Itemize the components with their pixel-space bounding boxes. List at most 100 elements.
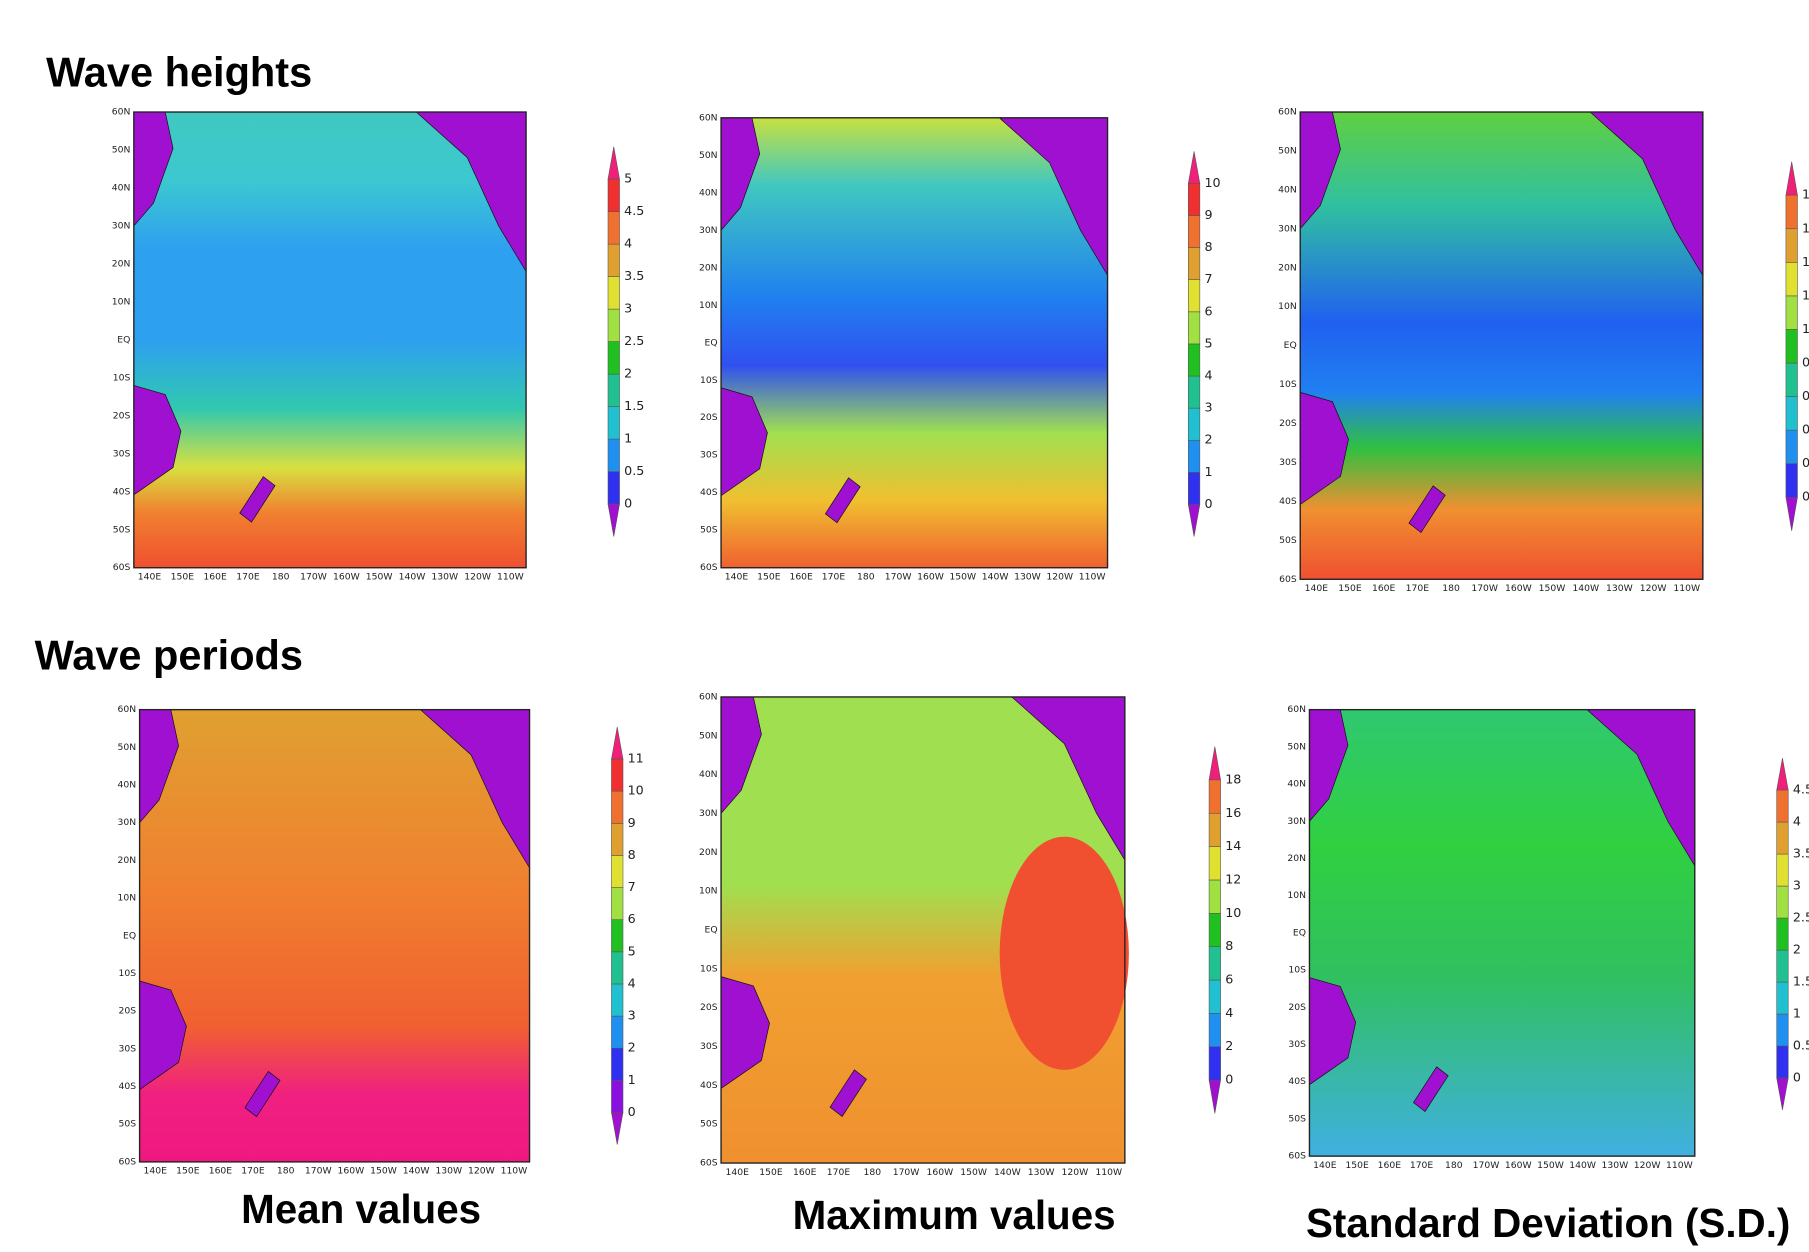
lon-label: 140E bbox=[138, 571, 162, 582]
lat-label: 10N bbox=[112, 296, 131, 307]
colorbar-swatch bbox=[608, 342, 620, 374]
colorbar-label: 4.5 bbox=[624, 203, 644, 218]
lon-label: 110W bbox=[1095, 1167, 1122, 1178]
lat-label: 40N bbox=[699, 769, 718, 780]
colorbar-swatch bbox=[611, 759, 623, 791]
lat-label: 50S bbox=[119, 1119, 137, 1130]
lat-label: 20S bbox=[119, 1006, 137, 1017]
lon-label: 170E bbox=[236, 571, 260, 582]
colorbar-label: 1 bbox=[1802, 321, 1809, 336]
lat-label: 50S bbox=[113, 524, 131, 535]
colorbar-swatch bbox=[1786, 430, 1798, 464]
colorbar-swatch bbox=[608, 472, 620, 504]
lon-label: 170E bbox=[241, 1166, 265, 1177]
colorbar-label: 2 bbox=[624, 366, 632, 381]
lat-label: EQ bbox=[1284, 340, 1297, 351]
colorbar-end bbox=[608, 147, 620, 179]
colorbar-swatch bbox=[1188, 376, 1200, 408]
colorbar-label: 0 bbox=[1802, 388, 1809, 403]
row-title: Wave heights bbox=[46, 49, 312, 96]
colorbar-label: 1 bbox=[628, 1072, 636, 1087]
lon-label: 120W bbox=[1062, 1167, 1089, 1178]
lat-label: EQ bbox=[117, 334, 130, 345]
colorbar-swatch bbox=[1786, 363, 1798, 397]
colorbar-swatch bbox=[1188, 344, 1200, 376]
lon-label: 170E bbox=[1406, 583, 1430, 594]
colorbar-swatch bbox=[1786, 262, 1798, 296]
colorbar-label: 1 bbox=[1802, 220, 1809, 235]
lat-label: 50S bbox=[1279, 535, 1297, 546]
colorbar-label: 3 bbox=[1204, 400, 1212, 415]
colorbar-swatch bbox=[611, 1080, 623, 1112]
map-field bbox=[721, 118, 1107, 568]
map-field bbox=[134, 112, 526, 568]
lat-label: 60N bbox=[117, 704, 136, 715]
lat-label: 50N bbox=[1287, 741, 1306, 752]
colorbar-end bbox=[1188, 504, 1200, 536]
lon-label: 110W bbox=[1673, 583, 1700, 594]
colorbar-swatch bbox=[608, 277, 620, 309]
lat-label: 10N bbox=[1278, 301, 1297, 312]
lon-label: 160W bbox=[333, 571, 360, 582]
colorbar-swatch bbox=[611, 952, 623, 984]
map-field bbox=[140, 710, 530, 1162]
colorbar-end bbox=[611, 727, 623, 759]
colorbar-label: 14 bbox=[1225, 838, 1241, 853]
colorbar-label: 9 bbox=[628, 815, 636, 830]
lon-label: 170W bbox=[305, 1166, 332, 1177]
lon-label: 160E bbox=[203, 571, 227, 582]
colorbar-label: 6 bbox=[1204, 303, 1212, 318]
lat-label: 20N bbox=[112, 258, 131, 269]
lat-label: 30N bbox=[1278, 223, 1297, 234]
lon-label: 170W bbox=[1471, 583, 1498, 594]
lat-label: 10N bbox=[1287, 890, 1306, 901]
colorbar-label: 4 bbox=[1225, 1005, 1233, 1020]
lon-label: 150W bbox=[370, 1166, 397, 1177]
colorbar-label: 0 bbox=[1802, 355, 1809, 370]
colorbar-label: 0 bbox=[1802, 422, 1809, 437]
lon-label: 160E bbox=[793, 1167, 817, 1178]
lon-label: 130W bbox=[1602, 1160, 1629, 1171]
lon-label: 160E bbox=[209, 1166, 233, 1177]
lat-label: 40S bbox=[1288, 1076, 1306, 1087]
lat-label: 10N bbox=[699, 886, 718, 897]
lat-label: 40S bbox=[700, 1080, 718, 1091]
colorbar-swatch bbox=[1777, 854, 1789, 886]
colorbar-label: 2.5 bbox=[1793, 910, 1809, 925]
lat-label: EQ bbox=[705, 924, 718, 935]
colorbar-label: 6 bbox=[1225, 972, 1233, 987]
lat-label: 40S bbox=[113, 486, 131, 497]
colorbar-swatch bbox=[1777, 1014, 1789, 1046]
colorbar-label: 0.5 bbox=[1793, 1037, 1809, 1052]
colorbar-swatch bbox=[1188, 280, 1200, 312]
lat-label: 30S bbox=[113, 448, 131, 459]
lon-label: 160W bbox=[1505, 1160, 1532, 1171]
lat-label: EQ bbox=[1293, 927, 1306, 938]
colorbar-swatch bbox=[608, 439, 620, 471]
column-label: Maximum values bbox=[793, 1192, 1116, 1238]
colorbar-end bbox=[611, 1112, 623, 1144]
lat-label: 10N bbox=[117, 893, 136, 904]
lat-label: 20S bbox=[113, 410, 131, 421]
colorbar-end bbox=[1786, 497, 1798, 531]
colorbar-swatch bbox=[608, 309, 620, 341]
lon-label: 150W bbox=[949, 571, 976, 582]
lat-label: 20S bbox=[700, 412, 718, 423]
lat-label: 10S bbox=[700, 963, 718, 974]
colorbar-swatch bbox=[1777, 950, 1789, 982]
colorbar-swatch bbox=[1777, 886, 1789, 918]
colorbar-swatch bbox=[1209, 1047, 1221, 1080]
lon-label: 140W bbox=[399, 571, 426, 582]
lat-label: 50S bbox=[700, 525, 718, 536]
lon-label: 160E bbox=[1372, 583, 1396, 594]
colorbar-label: 5 bbox=[1204, 335, 1212, 350]
lat-label: 30N bbox=[699, 808, 718, 819]
colorbar-swatch bbox=[1209, 880, 1221, 913]
lon-label: 150W bbox=[1537, 1160, 1564, 1171]
colorbar-label: 3.5 bbox=[1793, 846, 1809, 861]
figure: Wave heights Wave periods Mean values Ma… bbox=[0, 0, 1809, 1252]
lon-label: 180 bbox=[863, 1167, 881, 1178]
lon-label: 140W bbox=[982, 571, 1009, 582]
colorbar-swatch bbox=[1188, 248, 1200, 280]
colorbar-label: 10 bbox=[1204, 175, 1220, 190]
